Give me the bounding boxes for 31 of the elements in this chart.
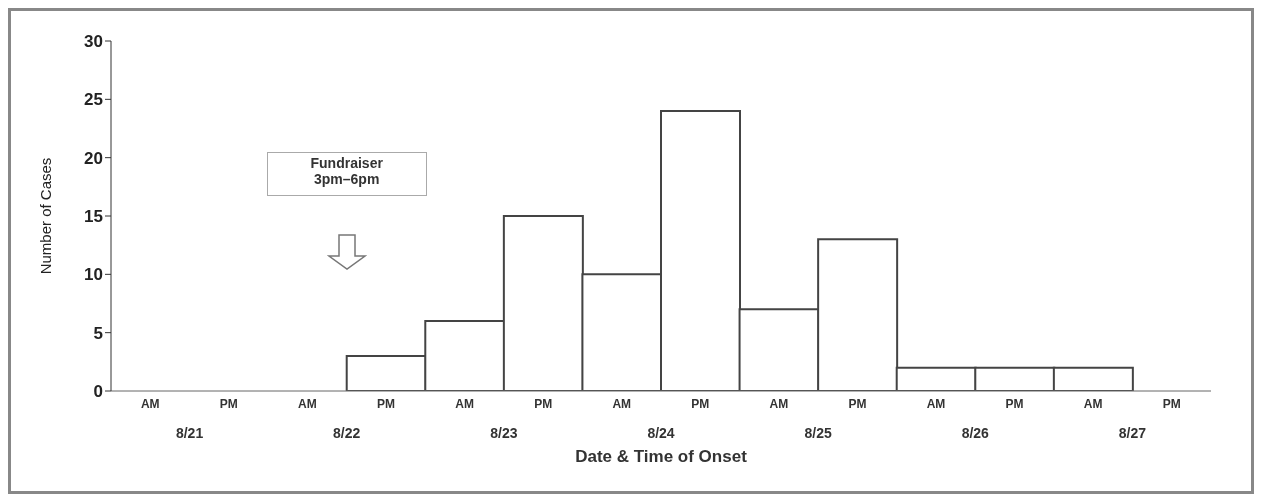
x-tick-label: AM (612, 396, 632, 411)
x-tick-label: AM (140, 396, 160, 411)
text: 8/23 (489, 425, 519, 441)
y-tick-label: 0 (93, 382, 103, 402)
x-tick-label: PM (219, 396, 238, 411)
text: 8/24 (646, 425, 676, 441)
y-tick-label: 5 (93, 323, 103, 343)
x-tick-label: AM (298, 396, 317, 411)
text: 8/22 (332, 425, 362, 441)
x-tick-label: PM (1005, 396, 1024, 411)
x-tick-label: AM (455, 396, 474, 411)
text: 8/26 (960, 425, 990, 441)
x-tick-label: PM (848, 396, 867, 411)
annotation: Fundraiser 3pm–6pm (309, 154, 384, 187)
x-tick-label: PM (377, 396, 395, 411)
y-tick-label: 25 (84, 90, 103, 110)
y-axis-title: Number of Cases (37, 157, 55, 275)
text: 8/25 (803, 425, 833, 441)
x-axis-title: Date & Time of Onset (574, 447, 748, 467)
x-tick-label: AM (769, 396, 789, 411)
y-tick-label: 20 (84, 148, 103, 168)
y-tick-label: 15 (84, 207, 103, 227)
text: 8/21 (174, 425, 205, 441)
x-tick-label: AM (1083, 396, 1103, 411)
text: 8/27 (1117, 425, 1148, 441)
y-tick-label: 10 (84, 265, 103, 285)
x-tick-label: PM (1162, 396, 1181, 411)
y-tick-label: 30 (84, 32, 103, 52)
x-tick-label: AM (926, 396, 946, 411)
x-tick-label: PM (691, 396, 710, 411)
x-tick-label: PM (534, 396, 553, 411)
